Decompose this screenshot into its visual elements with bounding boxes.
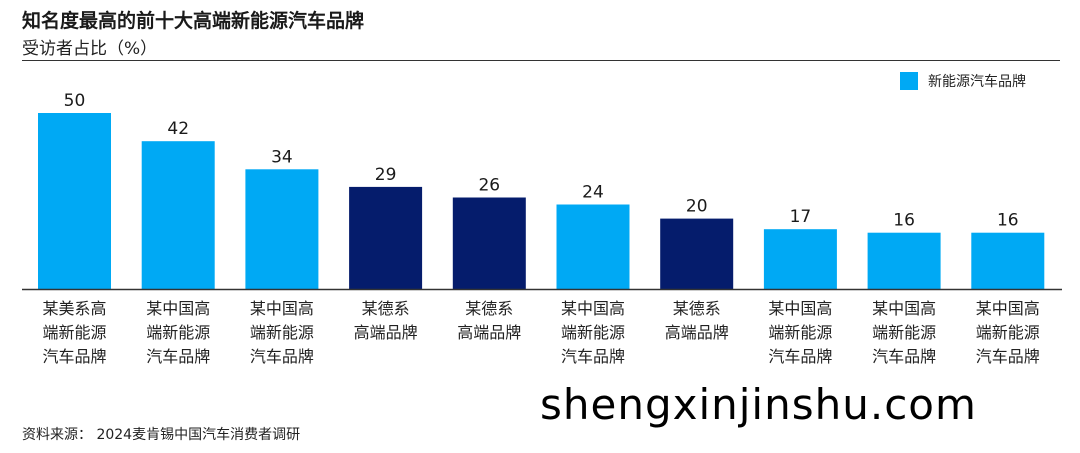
title-divider bbox=[22, 60, 1060, 61]
category-label-6-line-1: 某中国高 bbox=[561, 299, 625, 318]
value-label-1: 50 bbox=[64, 91, 86, 111]
value-label-9: 16 bbox=[893, 211, 915, 231]
category-label-4-line-2: 高端品牌 bbox=[354, 323, 418, 342]
category-label-1-line-1: 某美系高 bbox=[42, 299, 106, 318]
category-label-2-line-3: 汽车品牌 bbox=[146, 347, 210, 366]
legend-swatch bbox=[900, 72, 918, 90]
value-label-10: 16 bbox=[997, 211, 1019, 231]
chart-title: 知名度最高的前十大高端新能源汽车品牌 bbox=[22, 10, 365, 32]
category-label-9-line-3: 汽车品牌 bbox=[872, 347, 936, 366]
category-label-8-line-1: 某中国高 bbox=[768, 299, 832, 318]
legend-label: 新能源汽车品牌 bbox=[928, 74, 1026, 90]
bar-6 bbox=[556, 204, 630, 289]
category-label-6-line-3: 汽车品牌 bbox=[561, 347, 625, 366]
category-label-10-line-1: 某中国高 bbox=[976, 299, 1040, 318]
bar-4 bbox=[349, 186, 423, 289]
value-label-3: 34 bbox=[271, 147, 293, 167]
bar-2 bbox=[141, 141, 215, 289]
category-label-1-line-2: 端新能源 bbox=[42, 323, 106, 342]
value-labels-layer: 50 42 34 29 26 24 20 17 16 16 bbox=[64, 91, 1019, 231]
category-label-9-line-2: 端新能源 bbox=[872, 323, 936, 342]
category-label-6-line-2: 端新能源 bbox=[561, 323, 625, 342]
value-label-7: 20 bbox=[686, 197, 708, 217]
category-label-3-line-3: 汽车品牌 bbox=[250, 347, 314, 366]
category-label-7-line-1: 某德系 bbox=[673, 299, 721, 318]
category-label-7-line-2: 高端品牌 bbox=[665, 323, 729, 342]
bar-10 bbox=[971, 232, 1045, 289]
category-label-2-line-1: 某中国高 bbox=[146, 299, 210, 318]
value-label-4: 29 bbox=[375, 165, 397, 185]
value-label-8: 17 bbox=[790, 207, 812, 227]
bar-1 bbox=[38, 113, 111, 289]
category-label-4-line-1: 某德系 bbox=[362, 299, 410, 318]
value-label-5: 26 bbox=[478, 176, 500, 196]
bar-7 bbox=[660, 218, 734, 289]
category-label-5-line-1: 某德系 bbox=[465, 299, 513, 318]
category-label-3-line-2: 端新能源 bbox=[250, 323, 314, 342]
chart-legend: 新能源汽车品牌 bbox=[900, 72, 1026, 90]
value-label-6: 24 bbox=[582, 183, 604, 203]
category-label-8-line-3: 汽车品牌 bbox=[768, 347, 832, 366]
watermark-text: shengxinjinshu.com bbox=[540, 380, 977, 429]
category-label-5-line-2: 高端品牌 bbox=[457, 323, 521, 342]
bar-9 bbox=[867, 232, 941, 289]
category-label-10-line-3: 汽车品牌 bbox=[976, 347, 1040, 366]
bar-5 bbox=[452, 197, 526, 289]
category-label-3-line-1: 某中国高 bbox=[250, 299, 314, 318]
chart-subtitle: 受访者占比（%） bbox=[22, 39, 158, 59]
source-note: 资料来源： 2024麦肯锡中国汽车消费者调研 bbox=[22, 427, 301, 443]
category-label-10-line-2: 端新能源 bbox=[976, 323, 1040, 342]
category-label-1-line-3: 汽车品牌 bbox=[42, 347, 106, 366]
bars-layer bbox=[38, 113, 1045, 289]
category-label-2-line-2: 端新能源 bbox=[146, 323, 210, 342]
category-label-9-line-1: 某中国高 bbox=[872, 299, 936, 318]
bar-8 bbox=[763, 229, 837, 289]
value-label-2: 42 bbox=[167, 119, 189, 139]
category-label-8-line-2: 端新能源 bbox=[768, 323, 832, 342]
bar-3 bbox=[245, 169, 319, 289]
